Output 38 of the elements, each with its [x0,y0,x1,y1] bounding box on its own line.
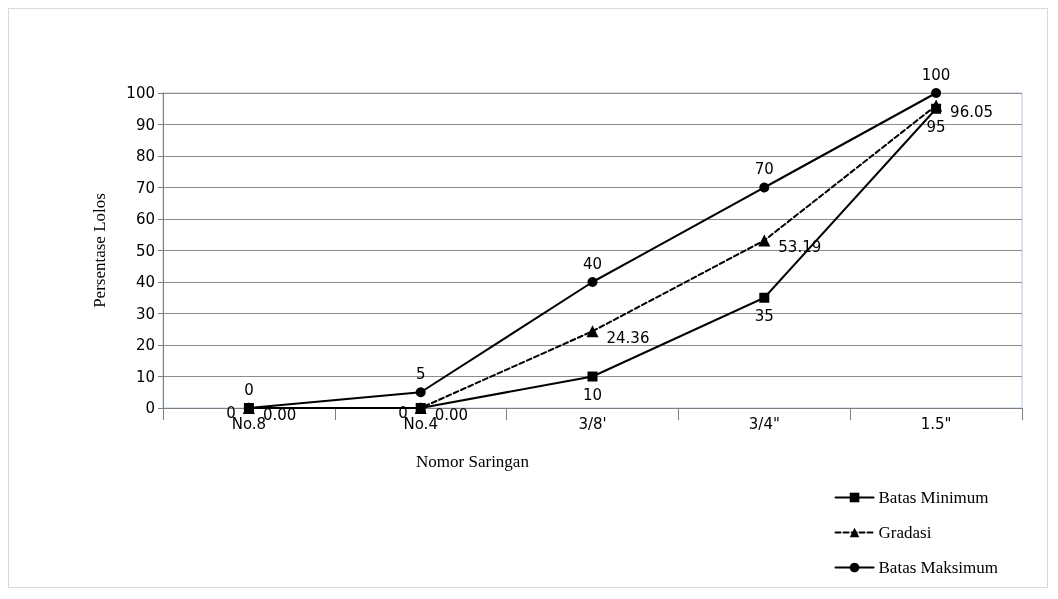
data-label: 5 [415,364,426,383]
point [930,99,943,112]
y-tick-label: 10 [135,367,155,386]
x-tick-label: 3/8' [578,414,607,433]
y-tick-label: 100 [126,84,155,102]
point [587,277,598,287]
x-axis-title: Nomor Saringan [416,452,530,471]
y-axis-title: Persentase Lolos [90,193,109,308]
data-label: 0 [244,380,254,399]
y-tick-label: 30 [135,304,155,323]
y-tick-label: 20 [135,336,155,354]
y-tick-label: 0 [145,399,155,417]
point [587,371,598,382]
y-tick-label: 60 [135,210,155,228]
legend-label: Batas Minimum [878,488,989,507]
y-tick-label: 90 [135,115,155,134]
data-label: 95 [926,118,946,137]
point [415,387,426,398]
point [759,182,770,193]
data-label: 96.05 [950,103,994,122]
point [759,292,770,303]
legend-label: Gradasi [878,523,932,542]
point [758,234,771,247]
point [931,88,942,98]
legend-label: Batas Maksimum [878,558,998,577]
data-label: 70 [754,160,774,178]
x-tick-label: 1.5" [920,414,952,433]
data-label: 10 [582,386,603,404]
data-label: 35 [754,307,774,326]
data-label: 24.36 [606,329,650,348]
data-label: 40 [582,254,603,273]
y-tick-label: 80 [135,147,155,165]
point [586,325,599,338]
y-tick-label: 50 [135,241,155,260]
data-label: 100 [921,65,951,84]
y-tick-label: 70 [135,178,155,197]
x-tick-label: 3/4" [748,414,780,433]
y-tick-label: 40 [135,273,155,291]
